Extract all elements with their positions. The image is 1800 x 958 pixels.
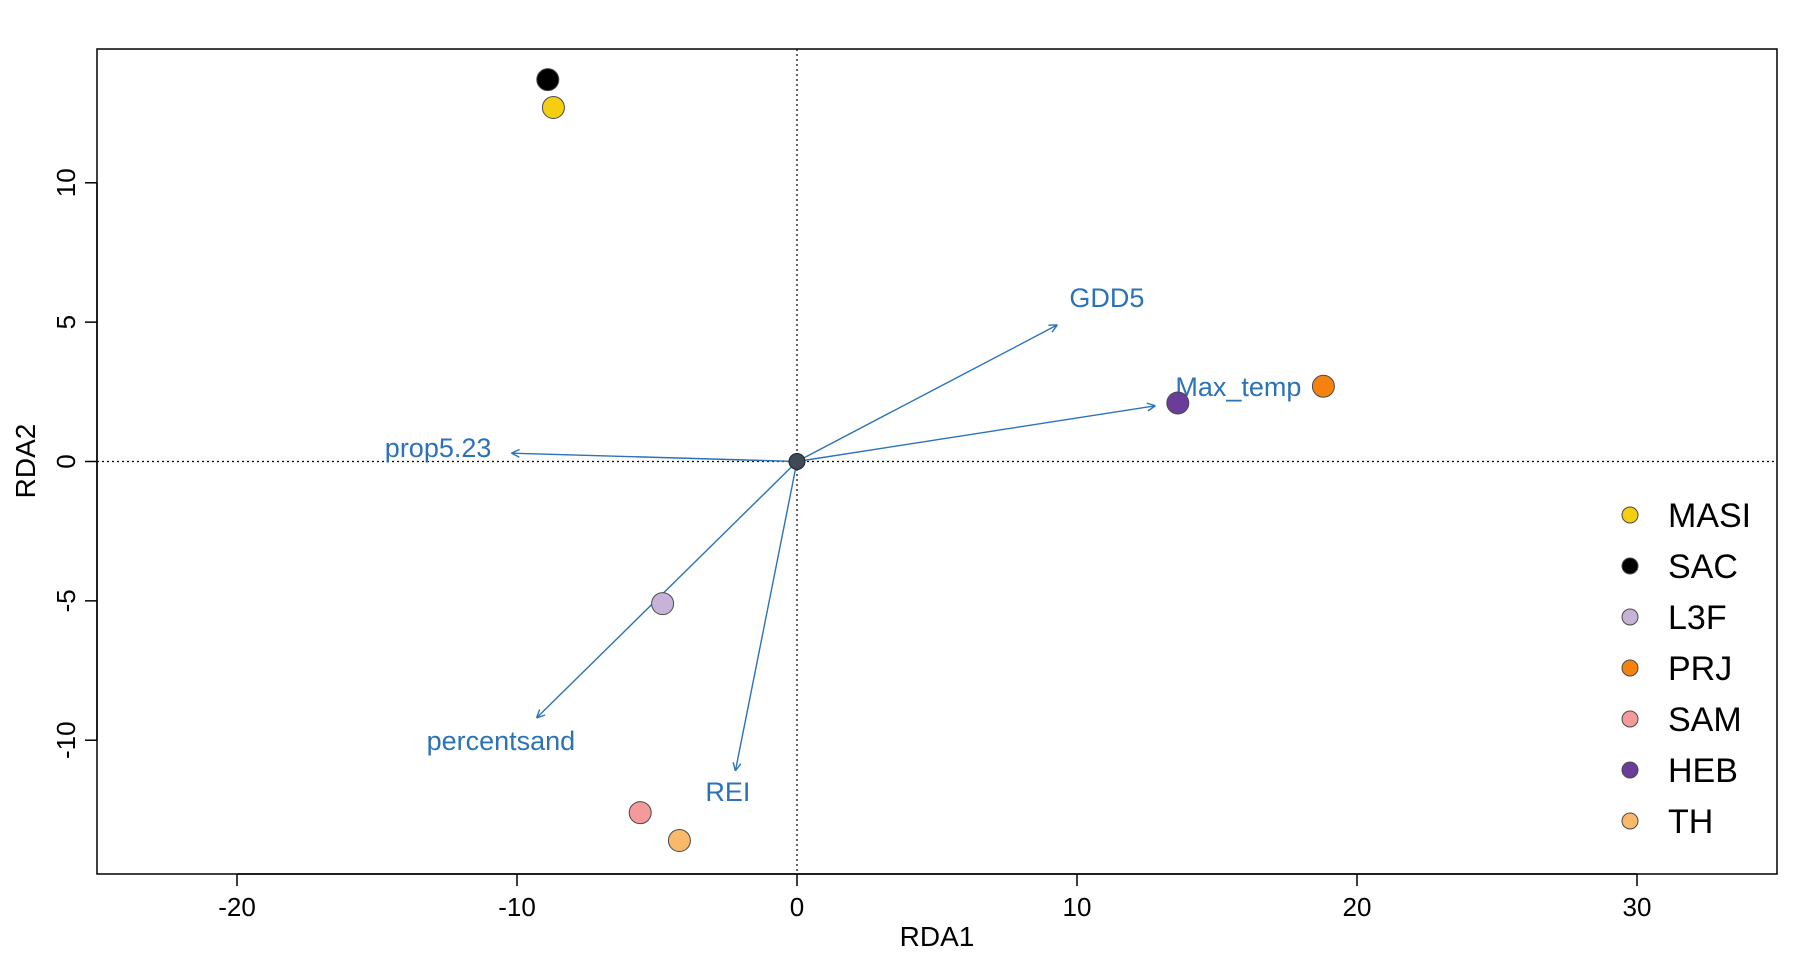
plot-frame	[96, 48, 1778, 875]
y-tick-label: -10	[51, 721, 81, 759]
legend-marker-SAM	[1621, 710, 1639, 728]
site-point-SAM	[628, 801, 652, 825]
vector-arrowhead	[511, 448, 520, 458]
axes: -20 -10 0 10 20 30 -10 -5 0 5 10	[51, 168, 1651, 922]
legend-marker-MASI	[1621, 506, 1639, 524]
x-tick-label: 10	[1063, 892, 1092, 922]
site-point-L3F	[651, 592, 675, 616]
legend: MASI SAC L3F PRJ SAM HEB TH	[1621, 497, 1751, 841]
vector-REI	[734, 461, 798, 772]
x-axis-label: RDA1	[900, 921, 975, 952]
vector-arrowhead	[535, 709, 546, 719]
vector-label-Max_temp: Max_temp	[1175, 372, 1301, 402]
y-tick-label: 10	[51, 168, 81, 197]
legend-marker-HEB	[1621, 761, 1639, 779]
legend-label-TH: TH	[1668, 803, 1713, 841]
vector-Max_temp	[796, 405, 1156, 463]
vector-arrowhead	[732, 761, 742, 772]
site-point-PRJ	[1311, 374, 1335, 398]
legend-label-SAM: SAM	[1668, 701, 1742, 739]
reference-lines	[97, 49, 1777, 874]
vector-label-GDD5: GDD5	[1069, 283, 1144, 313]
legend-marker-PRJ	[1621, 659, 1639, 677]
legend-label-MASI: MASI	[1668, 497, 1751, 535]
site-point-MASI	[541, 96, 565, 120]
legend-label-L3F: L3F	[1668, 599, 1727, 637]
site-point-HEB	[1166, 391, 1190, 415]
vector-arrowhead	[1048, 324, 1058, 333]
origin-point	[788, 453, 806, 470]
y-tick-label: 5	[51, 315, 81, 329]
vector-percentsand	[536, 461, 798, 719]
site-point-TH	[667, 829, 691, 853]
x-tick-label: 30	[1623, 892, 1652, 922]
biplot-vectors: GDD5 Max_temp prop5.23 percentsand REI	[385, 283, 1302, 807]
x-tick-label: 0	[790, 892, 804, 922]
legend-label-SAC: SAC	[1668, 548, 1738, 586]
x-tick-label: 20	[1343, 892, 1372, 922]
vector-label-percentsand: percentsand	[427, 726, 576, 756]
site-points	[536, 68, 1335, 853]
legend-marker-L3F	[1621, 608, 1639, 626]
vector-prop5.23	[511, 452, 798, 463]
y-axis-label: RDA2	[10, 424, 41, 499]
vector-label-REI: REI	[705, 777, 750, 807]
y-tick-label: -5	[51, 589, 81, 612]
y-tick-label: 0	[51, 454, 81, 468]
vector-arrowhead	[1146, 402, 1156, 412]
vector-GDD5	[796, 324, 1058, 463]
legend-label-HEB: HEB	[1668, 752, 1738, 790]
legend-marker-TH	[1621, 812, 1639, 830]
x-tick-label: -10	[498, 892, 536, 922]
legend-label-PRJ: PRJ	[1668, 650, 1732, 688]
legend-marker-SAC	[1621, 557, 1639, 575]
x-tick-label: -20	[218, 892, 256, 922]
vector-label-prop5.23: prop5.23	[385, 433, 492, 463]
site-point-SAC	[536, 68, 560, 92]
